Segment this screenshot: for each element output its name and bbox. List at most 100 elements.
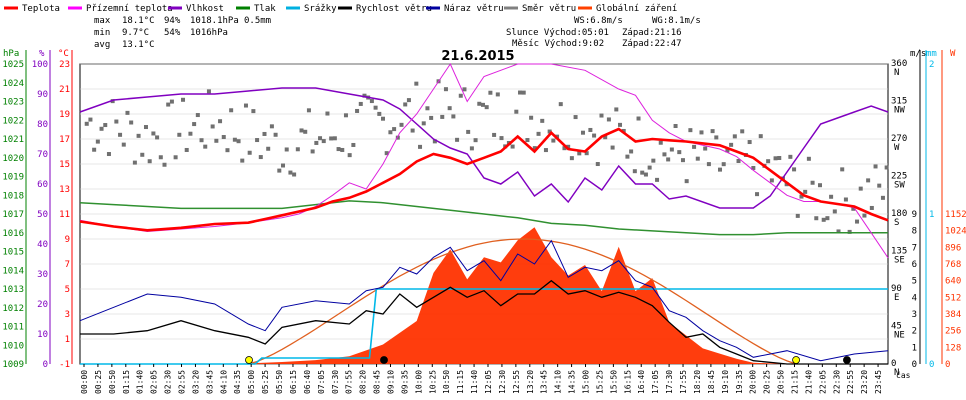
series-wind-direction-point [277,168,282,173]
series-wind-direction-point [92,147,97,152]
series-wind-direction-point [521,90,526,95]
dir-tick-name-0: N [894,68,899,78]
x-tick-label-21: 08:45 [373,370,382,394]
temperature-axis-tick-1: 21 [59,85,70,95]
series-wind-direction-point [181,97,186,102]
series-wind-direction-point [388,130,393,135]
x-tick-label-35: 14:35 [568,370,577,394]
x-tick-label-43: 17:55 [679,370,688,394]
series-wind-direction-point [258,155,263,160]
stat-wg: WG:8.1m/s [652,16,701,26]
series-wind-direction-point [195,113,200,118]
x-tick-label-53: 22:05 [818,370,827,394]
x-tick-label-14: 05:50 [275,370,284,394]
series-wind-direction-point [362,93,367,98]
rad-axis-tick-5: 512 [945,293,961,303]
series-wind-direction-point [688,128,693,133]
series-wind-direction-point [121,142,126,147]
series-wind-direction-point [792,167,797,172]
series-wind-direction-point [210,124,215,129]
humidity-axis-tick-7: 30 [37,270,48,280]
legend-label-7: Směr větru [522,4,576,14]
series-wind-direction-point [662,152,667,157]
series-wind-direction-point [343,113,348,118]
x-axis-label: čas [896,370,911,380]
pressure-axis-tick-4: 1021 [2,135,24,145]
series-wind-direction-point [692,144,697,149]
series-wind-direction-point [103,123,108,128]
series-wind-direction-point [314,140,319,145]
series-wind-direction-point [247,150,252,155]
series-wind-direction-point [469,146,474,151]
series-wind-direction-point [632,169,637,174]
x-tick-label-27: 11:15 [456,370,465,394]
temperature-axis-tick-4: 15 [59,160,70,170]
rad-axis-tick-0: 1152 [945,210,966,220]
series-wind-direction-point [351,142,356,147]
plot-area [79,62,889,365]
series-wind-direction-point [132,160,137,165]
series-wind-direction-point [869,205,874,210]
series-wind-direction-point [873,164,878,169]
rad-axis-tick-6: 384 [945,310,961,320]
series-wind-direction-point [88,117,93,122]
sunset-marker [792,356,800,364]
series-rain [80,288,888,365]
left-axes: 1025102410231022102110201019101810171016… [2,49,73,370]
rad-axis-tick-2: 896 [945,243,961,253]
stat-min-temp: 9.7°C [122,28,149,38]
rain-axis-tick-0: 2 [929,60,934,70]
series-ground-temperature [79,62,889,259]
series-wind-direction-point [543,148,548,153]
humidity-axis-unit: % [39,49,45,59]
dir-tick-name-5: SE [894,256,905,266]
series-wind-direction-point [95,139,100,144]
series-wind-direction-point [592,133,597,138]
stats-block: max 18.1°C 94% 1018.1hPa 0.5mm min 9.7°C… [94,16,701,50]
series-wind-direction-point [392,127,397,132]
series-wind-direction-point [381,116,385,121]
dir-tick-name-1: NW [894,106,905,116]
series-wind-direction-point [429,115,434,120]
series-wind-direction-point [414,81,419,86]
temperature-axis-tick-11: 1 [65,335,70,345]
series-wind-direction-point [99,126,104,131]
series-wind-direction-point [318,136,323,141]
series-wind-direction-point [451,114,456,119]
series-wind-direction-point [292,172,297,177]
series-wind-speed [80,279,888,365]
series-wind-direction-point [477,101,482,106]
series-wind-direction-point [710,129,715,134]
series-wind-direction-point [732,134,737,139]
x-tick-label-40: 16:40 [637,370,646,394]
temperature-axis-tick-0: 23 [59,60,70,70]
pressure-axis-tick-13: 1012 [2,304,24,314]
pressure-axis-tick-12: 1013 [2,285,24,295]
dir-tick-1: 315 [891,97,907,107]
series-wind-direction-point [321,139,326,144]
series-wind-direction-point [192,122,197,127]
series-wind-gust [79,239,889,362]
series-wind-direction-point [758,134,763,139]
humidity-axis-tick-10: 0 [43,360,48,370]
x-tick-label-10: 04:10 [219,370,228,394]
dir-tick-name-3: SW [894,181,905,191]
x-tick-label-32: 13:20 [526,370,535,394]
series-wind-direction-point [510,144,515,149]
series-wind-direction-point [262,131,267,136]
x-tick-label-25: 10:25 [428,370,437,394]
rad-axis-tick-8: 128 [945,343,961,353]
series-wind-direction-point [536,131,541,136]
sunrise-marker [245,356,253,364]
dir-tick-name-2: W [894,143,900,153]
series-wind-direction-point [729,142,734,147]
pressure-axis-tick-10: 1015 [2,248,24,258]
series-wind-direction-point [769,178,774,183]
series-wind-direction-point [803,189,808,194]
x-tick-label-42: 17:30 [665,370,674,394]
series-wind-direction-point [118,132,123,137]
series-wind-direction-point [840,167,845,172]
series-wind-direction-point [866,178,871,183]
series-wind-direction-point [703,146,708,151]
